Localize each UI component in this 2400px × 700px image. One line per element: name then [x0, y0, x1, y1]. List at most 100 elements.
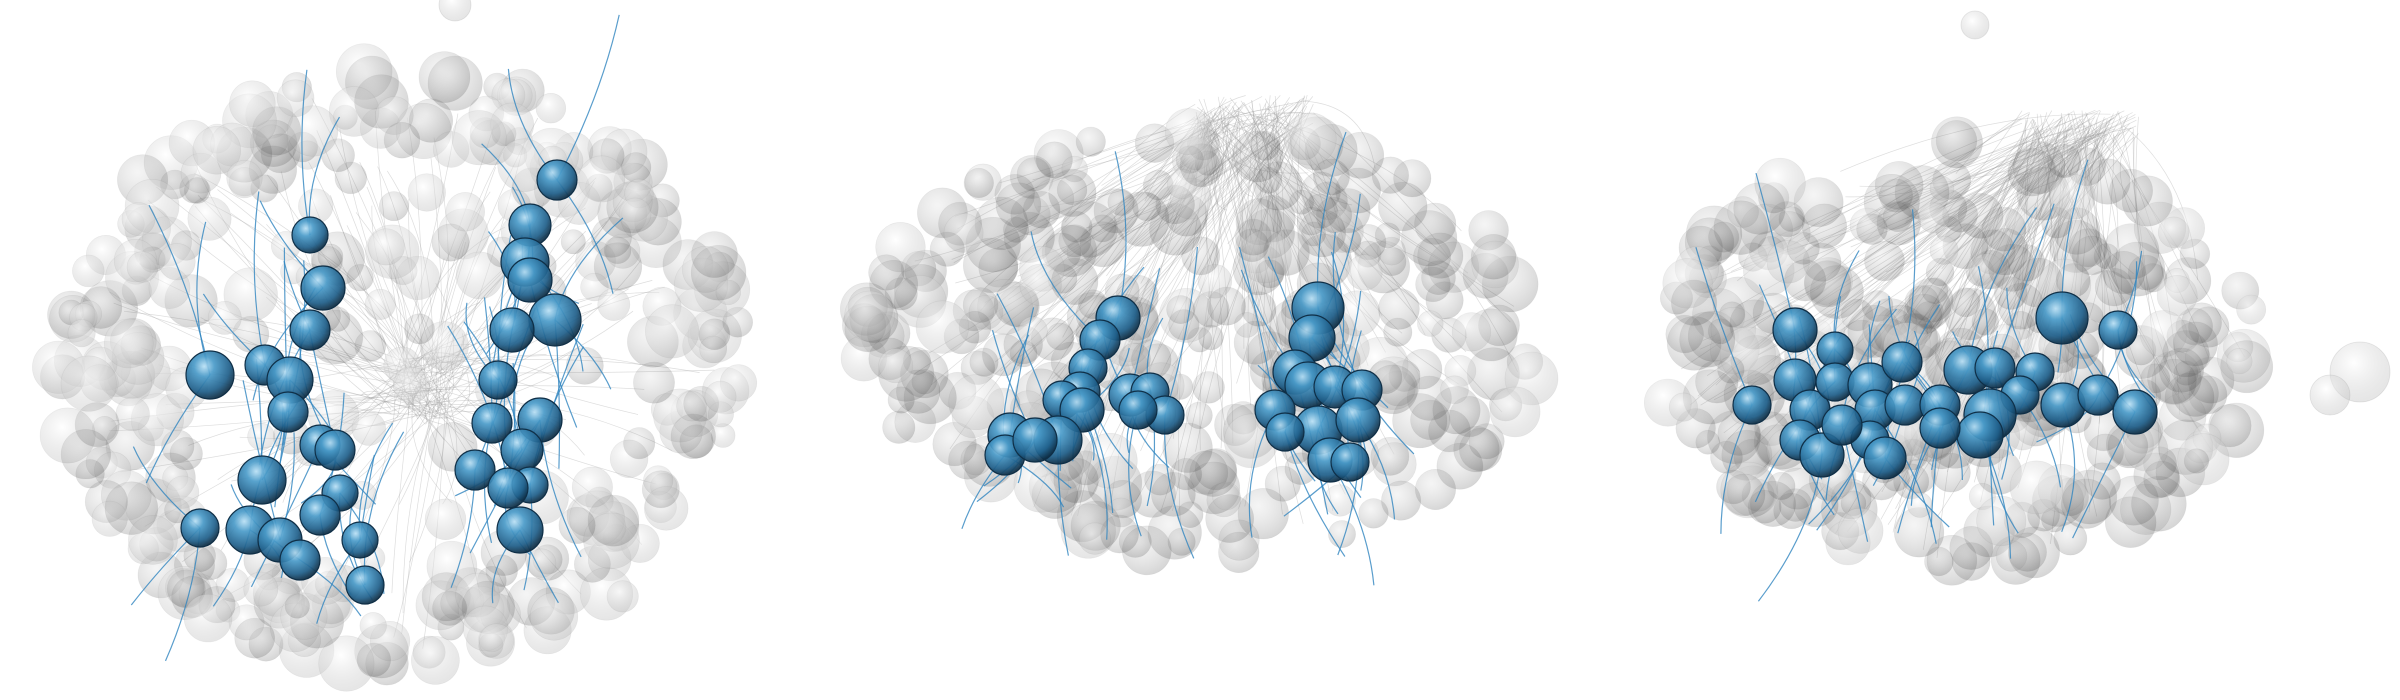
background-soma — [1346, 254, 1383, 291]
background-soma — [2236, 294, 2267, 325]
background-fiber — [401, 379, 440, 634]
background-soma — [1168, 309, 1200, 341]
background-soma — [2158, 216, 2190, 249]
background-soma — [1784, 259, 1827, 302]
highlight-soma — [487, 467, 529, 509]
highlight-soma — [1974, 347, 2016, 389]
background-soma — [184, 177, 211, 204]
background-soma — [679, 424, 714, 459]
background-soma — [60, 355, 117, 412]
highlight-fiber — [1994, 203, 2055, 369]
background-soma — [1417, 310, 1444, 337]
background-soma — [1470, 234, 1517, 280]
left-panel — [32, 14, 758, 692]
background-soma — [929, 231, 965, 267]
background-soma — [1232, 130, 1284, 183]
background-soma — [527, 548, 557, 578]
highlight-fiber — [1695, 247, 1753, 406]
highlight-soma — [300, 265, 346, 311]
background-fiber — [331, 393, 396, 595]
background-soma — [1710, 440, 1743, 474]
background-soma — [1767, 471, 1796, 501]
background-fiber — [391, 390, 412, 594]
highlight-soma — [291, 216, 329, 254]
highlight-soma — [528, 293, 582, 347]
background-fiber — [397, 355, 642, 390]
highlight-soma — [1881, 341, 1923, 383]
background-soma — [1976, 495, 2027, 546]
background-soma — [183, 593, 233, 643]
background-soma — [1935, 120, 1978, 162]
background-soma — [356, 642, 392, 678]
background-soma — [104, 318, 154, 369]
background-soma — [351, 411, 386, 446]
background-soma — [2110, 241, 2166, 297]
highlight-soma — [1012, 417, 1058, 463]
background-soma — [364, 288, 396, 320]
background-fiber — [416, 408, 427, 425]
stray-soma — [2309, 374, 2351, 416]
background-soma — [1241, 291, 1277, 327]
background-soma — [1162, 422, 1213, 473]
background-soma — [948, 440, 988, 480]
background-soma — [1925, 258, 1955, 287]
background-soma — [641, 470, 680, 509]
background-soma — [529, 592, 579, 641]
background-fiber — [402, 383, 444, 614]
middle-panel — [839, 95, 1559, 586]
background-soma — [578, 155, 626, 203]
highlight-fiber — [253, 191, 266, 366]
background-fiber — [1214, 119, 1243, 211]
background-soma — [187, 196, 232, 241]
highlight-fiber — [301, 69, 311, 236]
right-panel — [1644, 109, 2274, 602]
right-highlight-somata — [1732, 291, 2158, 480]
highlight-soma — [2112, 389, 2158, 435]
background-soma — [1918, 202, 1950, 234]
background-soma — [2183, 448, 2210, 474]
highlight-soma — [289, 309, 331, 351]
background-soma — [427, 55, 483, 111]
highlight-soma — [1732, 385, 1772, 425]
background-fiber — [361, 390, 432, 415]
background-soma — [2009, 460, 2064, 515]
background-soma — [1707, 318, 1734, 345]
background-soma — [963, 167, 994, 199]
stray-soma — [1960, 10, 1990, 40]
background-soma — [424, 498, 467, 540]
background-soma — [207, 300, 242, 335]
background-soma — [2121, 175, 2173, 227]
background-soma — [1924, 546, 1954, 577]
highlight-soma — [496, 506, 544, 554]
background-soma — [606, 580, 639, 613]
highlight-soma — [185, 350, 235, 400]
left-background-somata — [32, 43, 758, 692]
highlight-soma — [536, 159, 578, 201]
background-soma — [1432, 386, 1481, 435]
background-soma — [1235, 218, 1272, 256]
background-soma — [455, 251, 504, 300]
background-soma — [593, 242, 643, 291]
background-soma — [367, 228, 405, 266]
background-soma — [1192, 371, 1225, 404]
background-soma — [1417, 232, 1464, 279]
background-soma — [704, 380, 737, 413]
background-soma — [1298, 209, 1347, 258]
background-fiber — [445, 360, 639, 415]
background-fiber — [427, 375, 554, 408]
background-soma — [1207, 286, 1247, 326]
background-soma — [403, 313, 435, 345]
background-soma — [558, 506, 596, 544]
background-soma — [74, 402, 120, 448]
background-soma — [2131, 476, 2187, 532]
background-soma — [691, 231, 738, 278]
highlight-soma — [1118, 390, 1158, 430]
background-soma — [2062, 469, 2118, 525]
background-soma — [445, 192, 485, 232]
highlight-soma — [1772, 307, 1818, 353]
background-soma — [2173, 321, 2218, 367]
highlight-soma — [1335, 397, 1381, 443]
background-soma — [1713, 200, 1769, 255]
stray-soma — [438, 0, 472, 22]
stray-somata — [438, 0, 2391, 416]
